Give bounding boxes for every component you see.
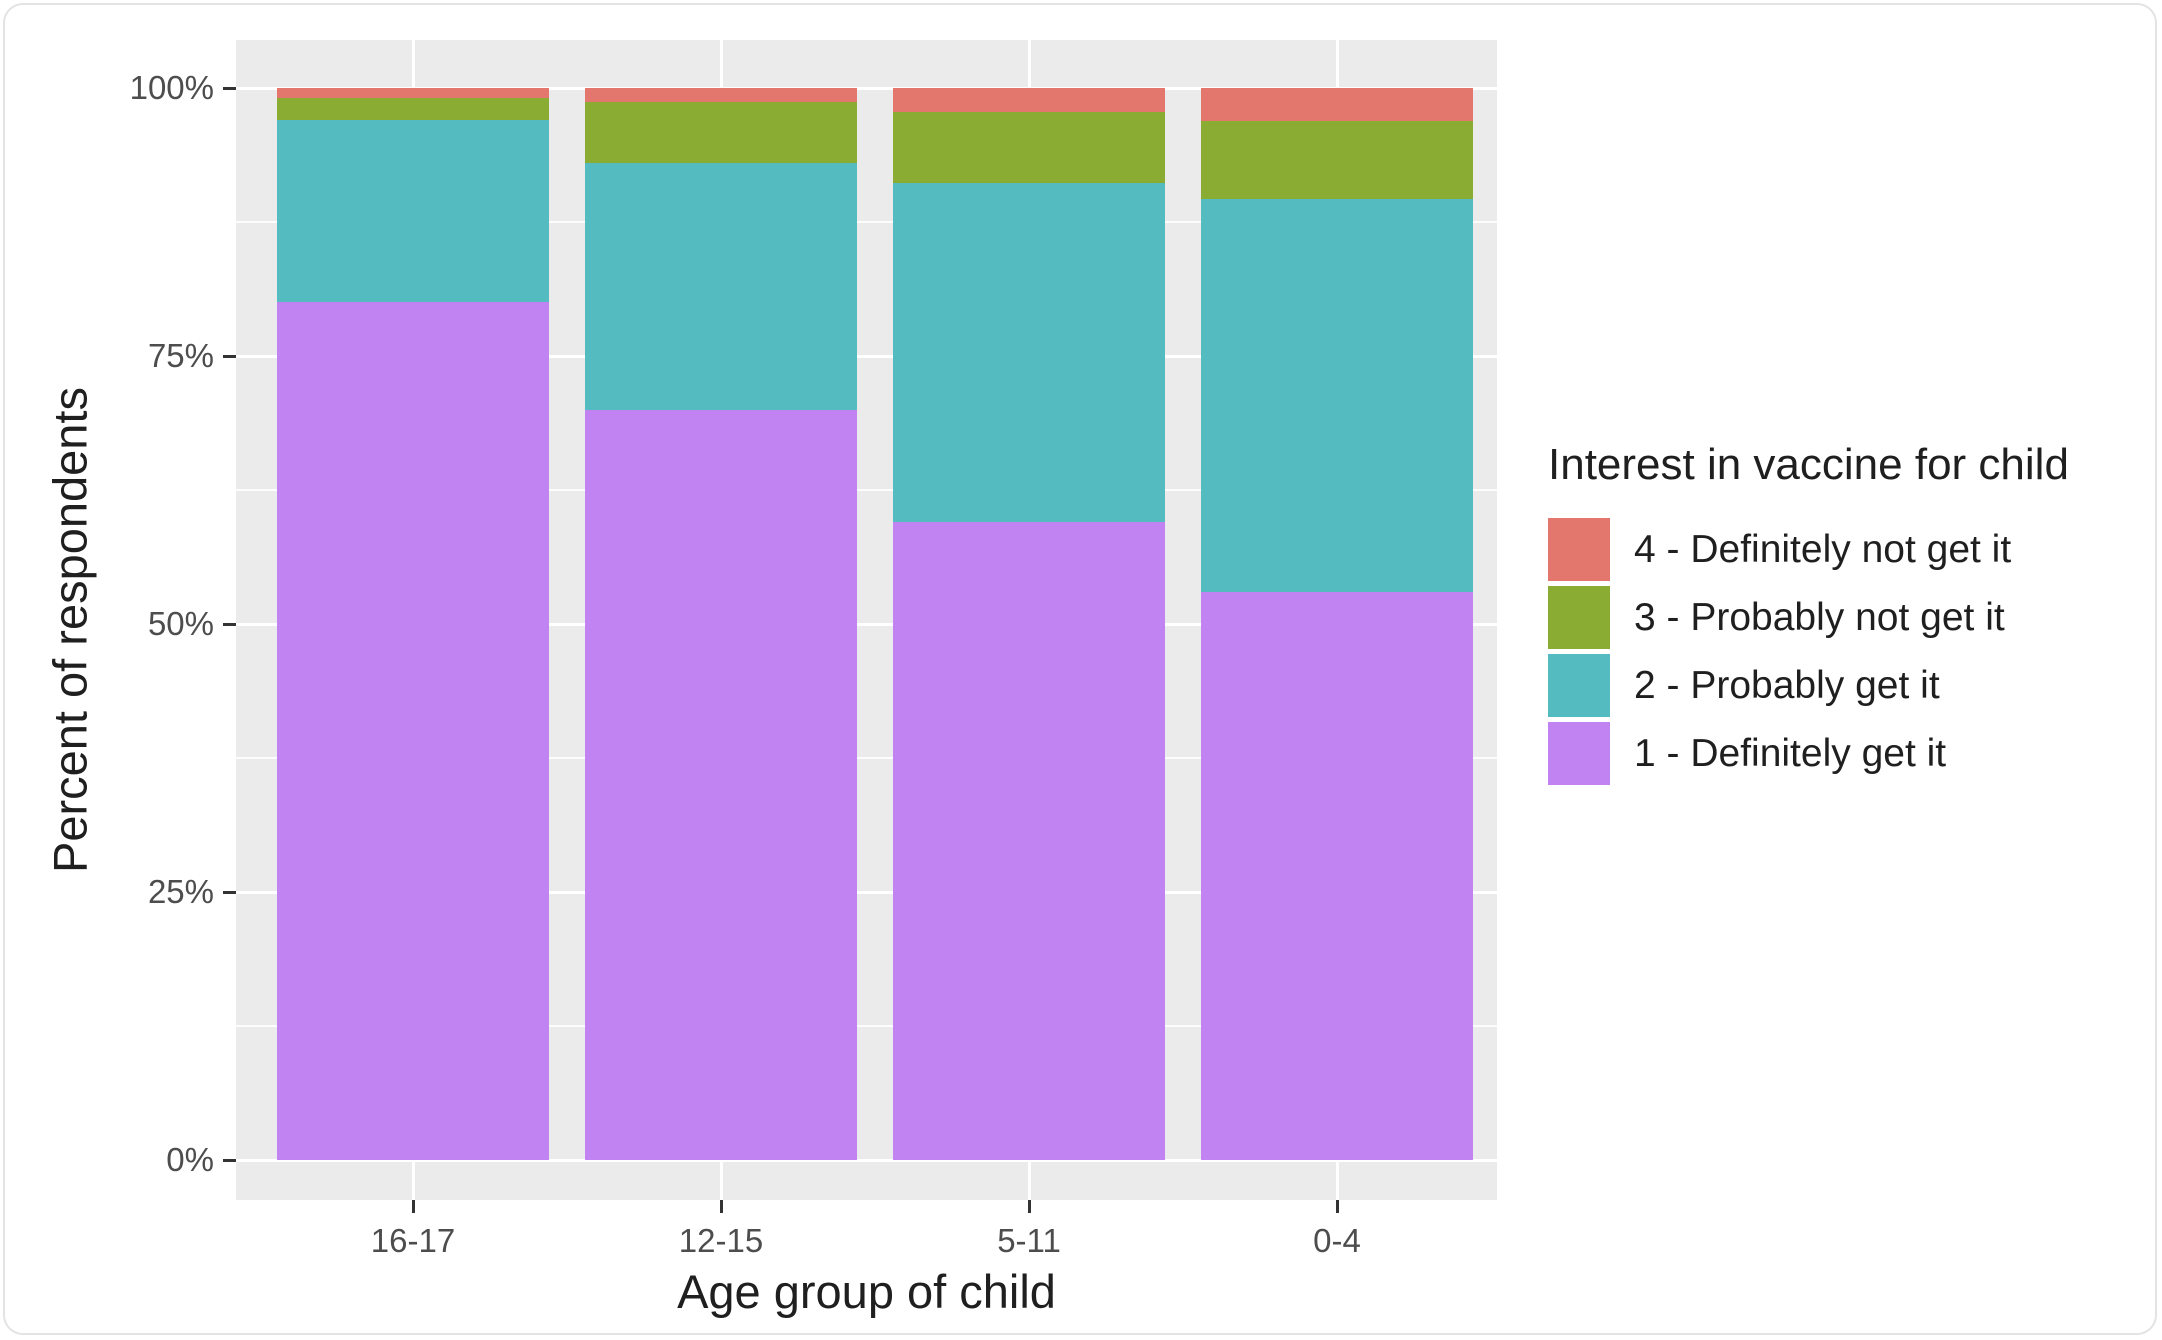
bar-segment	[277, 97, 549, 121]
gridline-major	[236, 354, 1497, 358]
x-tick-label: 12-15	[678, 1222, 764, 1259]
gridline-minor	[236, 1025, 1497, 1027]
gridline-major	[236, 1158, 1497, 1162]
legend-item-label: 3 - Probably not get it	[1634, 595, 2005, 639]
x-tick-label: 0-4	[1313, 1222, 1361, 1259]
bar-segment	[893, 88, 1165, 112]
x-tick-mark	[1027, 1200, 1031, 1213]
bar-segment	[1201, 199, 1473, 592]
y-tick-label: 50%	[147, 605, 214, 642]
x-tick-mark	[411, 1200, 415, 1213]
gridline-minor	[236, 489, 1497, 491]
legend-swatch	[1548, 518, 1610, 581]
legend-swatch	[1548, 586, 1610, 649]
y-tick-mark	[223, 622, 236, 626]
gridline-major	[236, 622, 1497, 626]
gridline-major	[236, 890, 1497, 894]
y-tick-mark	[223, 86, 236, 90]
bar-segment	[893, 522, 1165, 1160]
y-tick-label: 75%	[147, 337, 214, 374]
legend-swatch	[1548, 722, 1610, 785]
x-tick-label: 16-17	[370, 1222, 456, 1259]
gridline-minor	[236, 757, 1497, 759]
legend-item-label: 2 - Probably get it	[1634, 663, 1940, 707]
legend-item: 4 - Definitely not get it	[1548, 518, 2148, 581]
bar-segment	[585, 163, 857, 410]
y-tick-label: 25%	[147, 873, 214, 910]
bar-segment	[585, 88, 857, 102]
bar-segment	[277, 88, 549, 98]
bar-segment	[277, 302, 549, 1160]
y-tick-label: 100%	[129, 69, 214, 106]
legend-items: 4 - Definitely not get it 3 - Probably no…	[1548, 518, 2148, 785]
bar-segment	[585, 101, 857, 164]
legend-item-label: 4 - Definitely not get it	[1634, 527, 2012, 571]
legend: Interest in vaccine for child 4 - Defini…	[1548, 440, 2148, 790]
bar-segment	[1201, 121, 1473, 200]
y-axis-title: Percent of respondents	[43, 387, 97, 873]
y-tick-label: 0%	[166, 1141, 214, 1178]
legend-item: 3 - Probably not get it	[1548, 586, 2148, 649]
legend-item: 1 - Definitely get it	[1548, 722, 2148, 785]
bar-segment	[1201, 88, 1473, 122]
x-tick-mark	[1335, 1200, 1339, 1213]
y-tick-mark	[223, 890, 236, 894]
x-tick-label: 5-11	[997, 1222, 1061, 1259]
y-tick-mark	[223, 1158, 236, 1162]
plot-panel	[236, 40, 1497, 1200]
bar-segment	[585, 409, 857, 1160]
legend-swatch	[1548, 654, 1610, 717]
y-tick-mark	[223, 354, 236, 358]
x-axis-title: Age group of child	[677, 1265, 1056, 1318]
bar-segment	[277, 120, 549, 303]
bar-segment	[1201, 591, 1473, 1160]
bar-segment	[893, 183, 1165, 523]
bar-segment	[893, 111, 1165, 184]
legend-item: 2 - Probably get it	[1548, 654, 2148, 717]
gridline-major	[236, 86, 1497, 90]
legend-title: Interest in vaccine for child	[1548, 440, 2069, 489]
legend-item-label: 1 - Definitely get it	[1634, 731, 1947, 775]
x-tick-mark	[719, 1200, 723, 1213]
gridline-minor	[236, 221, 1497, 223]
